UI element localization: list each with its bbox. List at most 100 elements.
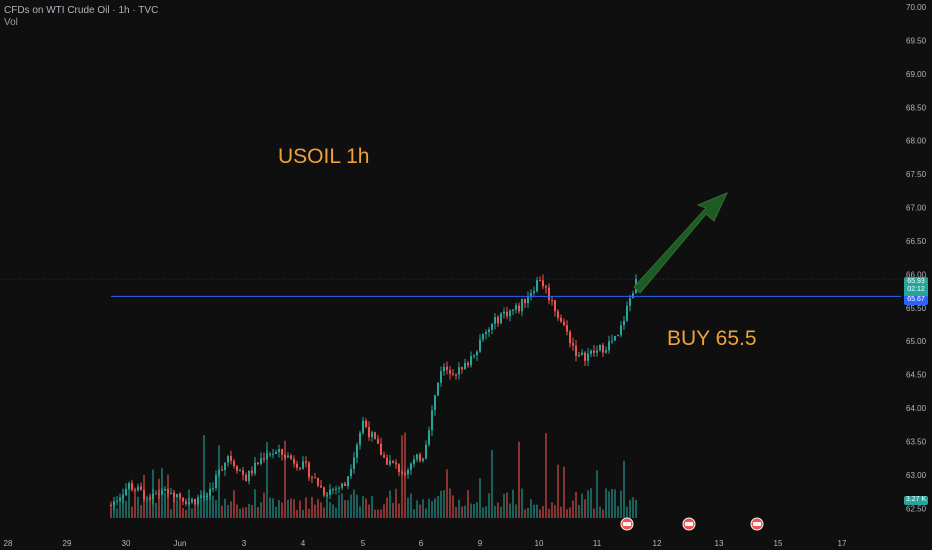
volume-bar (116, 508, 118, 518)
candle-body (521, 298, 523, 312)
volume-bar (599, 506, 601, 518)
up-arrow-drawing[interactable] (633, 192, 728, 294)
volume-bar (263, 492, 265, 518)
volume-bar (482, 507, 484, 518)
candle-body (113, 501, 115, 506)
volume-bar (497, 502, 499, 518)
candle-body (278, 449, 280, 452)
volume-bar (494, 505, 496, 518)
candle-body (164, 488, 166, 491)
volume-bar (218, 445, 220, 518)
candle-body (224, 462, 226, 470)
candle-body (269, 453, 271, 455)
volume-bar (632, 497, 634, 518)
y-tick-label: 66.50 (906, 237, 927, 246)
volume-bar (524, 509, 526, 518)
volume-bar (389, 490, 391, 518)
volume-bar (590, 488, 592, 518)
candle-body (188, 502, 190, 504)
volume-bar (341, 493, 343, 518)
volume-bar (344, 500, 346, 518)
event-flag-icon[interactable] (750, 517, 764, 531)
candle-body (563, 321, 565, 326)
candle-body (155, 493, 157, 495)
candle-body (575, 345, 577, 356)
candle-body (629, 298, 631, 306)
volume-bar (338, 494, 340, 518)
candle-body (239, 470, 241, 472)
volume-bar (380, 509, 382, 518)
candle-body (314, 477, 316, 479)
volume-bar (593, 508, 595, 518)
candle-body (464, 362, 466, 370)
volume-bar (449, 488, 451, 518)
candle-body (440, 371, 442, 383)
volume-bar (464, 505, 466, 518)
candle-body (608, 341, 610, 351)
volume-bar (422, 499, 424, 518)
volume-bar (581, 493, 583, 518)
candle-body (473, 355, 475, 357)
candle-body (425, 444, 427, 459)
volume-bar (365, 498, 367, 518)
candle-body (128, 483, 130, 489)
event-flag-icon[interactable] (682, 517, 696, 531)
volume-bar (431, 501, 433, 518)
volume-bar (515, 504, 517, 518)
volume-bar (209, 491, 211, 518)
volume-bar (479, 478, 481, 518)
candle-body (173, 493, 175, 498)
volume-bar (194, 503, 196, 518)
y-tick-label: 69.00 (906, 70, 927, 79)
candle-body (536, 280, 538, 292)
candle-body (197, 497, 199, 504)
volume-bar (260, 502, 262, 518)
volume-bar (443, 490, 445, 518)
y-tick-label: 65.50 (906, 304, 927, 313)
candle-body (614, 336, 616, 341)
volume-bar (224, 498, 226, 518)
candle-body (227, 456, 229, 463)
volume-bar (326, 492, 328, 518)
candle-body (587, 353, 589, 361)
volume-bar (350, 494, 352, 518)
volume-value-badge: 3.27 K (904, 496, 928, 505)
volume-bar (221, 505, 223, 518)
candle-body (458, 367, 460, 375)
event-flag-icon[interactable] (620, 517, 634, 531)
volume-bar (446, 469, 448, 518)
candle-body (176, 494, 178, 498)
candle-body (275, 451, 277, 454)
annotation-title[interactable]: USOIL 1h (278, 145, 370, 168)
annotation-buy[interactable]: BUY 65.5 (667, 327, 757, 350)
volume-bar (119, 497, 121, 518)
volume-bar (392, 502, 394, 518)
volume-bar (584, 499, 586, 518)
candle-body (374, 432, 376, 439)
volume-bar (125, 500, 127, 518)
volume-bar (470, 503, 472, 518)
volume-bar (251, 504, 253, 518)
candle-body (254, 462, 256, 474)
volume-bar (539, 509, 541, 518)
volume-bar (347, 500, 349, 518)
candle-body (395, 462, 397, 465)
volume-bar (200, 490, 202, 518)
candle-body (407, 469, 409, 475)
candle-body (512, 309, 514, 311)
candle-body (578, 354, 580, 356)
candle-body (350, 468, 352, 477)
candle-body (248, 470, 250, 482)
volume-bar (242, 507, 244, 518)
volume-bar (332, 504, 334, 518)
candle-body (317, 477, 319, 486)
x-tick-label: 4 (301, 539, 306, 548)
x-tick-label: 13 (715, 539, 724, 548)
time-axis: 28 29 30 Jun 3 4 5 6 9 10 11 12 13 15 17 (4, 539, 847, 548)
volume-bar (275, 506, 277, 518)
candle-body (446, 366, 448, 371)
candle-body (125, 488, 127, 496)
volume-bar (140, 505, 142, 518)
volume-bar (317, 499, 319, 518)
